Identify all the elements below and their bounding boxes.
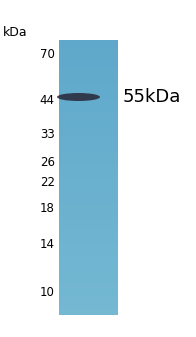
Ellipse shape (57, 93, 100, 101)
Text: 70: 70 (40, 49, 55, 61)
Text: 18: 18 (40, 202, 55, 214)
Text: 33: 33 (40, 128, 55, 142)
Text: 44: 44 (40, 93, 55, 106)
Text: 14: 14 (40, 238, 55, 250)
Text: 22: 22 (40, 177, 55, 189)
Text: 10: 10 (40, 286, 55, 300)
Text: 26: 26 (40, 155, 55, 168)
Text: 55kDa: 55kDa (123, 88, 181, 106)
Text: kDa: kDa (3, 27, 28, 39)
